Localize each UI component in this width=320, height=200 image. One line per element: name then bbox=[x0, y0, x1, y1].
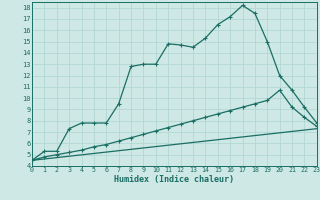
X-axis label: Humidex (Indice chaleur): Humidex (Indice chaleur) bbox=[115, 175, 234, 184]
